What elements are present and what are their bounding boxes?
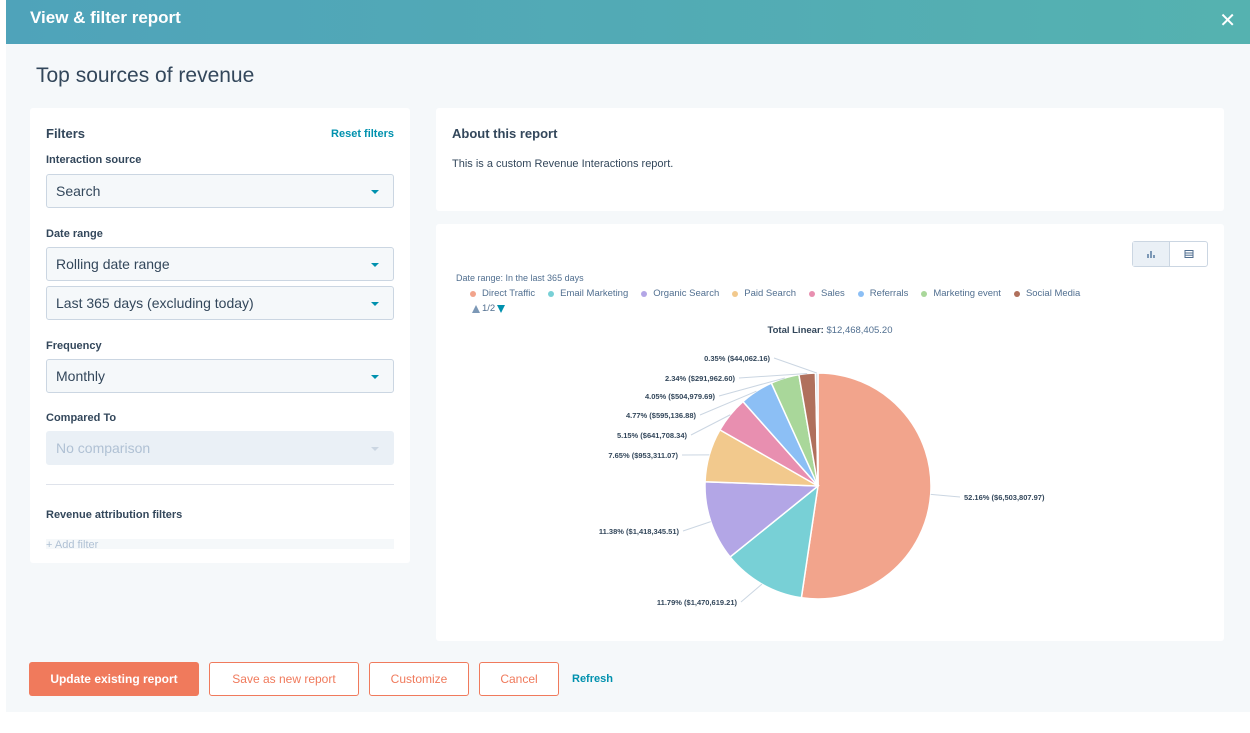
attribution-filters-label: Revenue attribution filters — [46, 509, 183, 521]
pie-leader-line — [690, 414, 731, 436]
chart-date-range: Date range: In the last 365 days — [456, 273, 584, 283]
pie-slice[interactable] — [704, 480, 821, 559]
about-description: This is a custom Revenue Interactions re… — [452, 158, 674, 170]
legend-label: Paid Search — [744, 288, 797, 299]
previous-page-icon[interactable] — [472, 304, 480, 313]
pie-leader-line — [740, 583, 763, 603]
filters-panel: Filters Reset filters Interaction source… — [30, 108, 410, 563]
close-icon[interactable]: ✕ — [1219, 10, 1236, 32]
pie-data-label: 11.79% ($1,470,619.21) — [657, 598, 738, 607]
customize-button[interactable]: Customize — [369, 662, 469, 696]
compared-to-value: No comparison — [56, 440, 151, 456]
legend-label: Organic Search — [653, 288, 720, 299]
legend-label: Direct Traffic — [482, 288, 536, 299]
pie-data-label: 7.65% ($953,311.07) — [608, 451, 678, 460]
pie-data-label: 52.16% ($6,503,807.97) — [964, 493, 1045, 502]
chart-card: Date range: In the last 365 days Direct … — [436, 224, 1224, 641]
add-filter-button[interactable]: + Add filter — [46, 539, 394, 549]
chart-view-button[interactable] — [1133, 242, 1171, 266]
save-as-new-button[interactable]: Save as new report — [209, 662, 359, 696]
pie-data-label: 4.77% ($595,136.88) — [626, 411, 697, 420]
chevron-down-icon — [371, 447, 379, 451]
pie-data-label: 5.15% ($641,708.34) — [617, 431, 688, 440]
interaction-source-select[interactable]: Search — [46, 174, 394, 208]
chevron-down-icon — [371, 302, 379, 306]
legend-item[interactable]: Email Marketing — [548, 288, 628, 299]
chart-icon — [1147, 251, 1155, 258]
legend-item[interactable]: Sales — [809, 288, 845, 299]
legend-label: Marketing event — [933, 288, 1001, 299]
filters-divider — [46, 484, 394, 485]
pie-data-label: 0.35% ($44,062.16) — [704, 354, 770, 363]
chevron-down-icon — [371, 190, 379, 194]
pie-leader-line — [738, 373, 808, 379]
total-value: $12,468,405.20 — [826, 325, 893, 336]
update-report-button[interactable]: Update existing report — [29, 662, 199, 696]
legend-swatch — [921, 290, 928, 297]
legend-item[interactable]: Marketing event — [921, 288, 1001, 299]
interaction-source-label: Interaction source — [46, 154, 142, 166]
pie-data-label: 4.05% ($504,979.69) — [645, 392, 716, 401]
cancel-button[interactable]: Cancel — [479, 662, 559, 696]
legend-swatch — [732, 290, 739, 297]
compared-to-select: No comparison — [46, 431, 394, 465]
pie-slice[interactable] — [729, 484, 820, 599]
legend-swatch — [641, 290, 648, 297]
chevron-down-icon — [371, 375, 379, 379]
chevron-down-icon — [371, 263, 379, 267]
frequency-label: Frequency — [46, 340, 102, 352]
legend-page-indicator: 1/2 — [482, 303, 496, 314]
legend-item[interactable]: Organic Search — [641, 288, 719, 299]
refresh-link[interactable]: Refresh — [572, 673, 613, 685]
legend-label: Referrals — [869, 288, 909, 299]
pie-leader-line — [930, 493, 961, 498]
legend-swatch — [857, 290, 864, 297]
date-range-type-select[interactable]: Rolling date range — [46, 247, 394, 281]
report-modal: View & filter report ✕ Top sources of re… — [6, 0, 1250, 712]
date-range-period-select[interactable]: Last 365 days (excluding today) — [46, 286, 394, 320]
legend-label: Email Marketing — [560, 288, 629, 299]
legend-pager: 1/2 — [472, 303, 506, 314]
legend-item[interactable]: Social Media — [1013, 288, 1081, 299]
filters-title: Filters — [46, 126, 86, 141]
frequency-select[interactable]: Monthly — [46, 359, 394, 393]
pie-data-label: 11.38% ($1,418,345.51) — [599, 527, 680, 536]
modal-title: View & filter report — [30, 8, 181, 27]
legend-item[interactable]: Referrals — [857, 288, 909, 299]
modal-header: View & filter report ✕ — [6, 0, 1250, 44]
chart-legend: Direct Traffic Email Marketing Organic Sea… — [470, 288, 1093, 299]
legend-item[interactable]: Paid Search — [732, 288, 796, 299]
legend-swatch — [809, 290, 816, 297]
pie-leader-line — [773, 357, 817, 374]
date-range-label: Date range — [46, 228, 103, 240]
pie-leader-line — [682, 521, 711, 532]
legend-swatch — [1013, 290, 1020, 297]
chart-total: Total Linear: $12,468,405.20 — [436, 325, 1224, 336]
legend-label: Sales — [821, 288, 845, 299]
view-toggle — [1132, 241, 1208, 267]
pie-leader-line — [718, 377, 785, 397]
page-title: Top sources of revenue — [36, 64, 255, 87]
legend-swatch — [548, 290, 555, 297]
legend-label: Social Media — [1025, 288, 1081, 299]
compared-to-label: Compared To — [46, 412, 117, 424]
pie-data-label: 2.34% ($291,962.60) — [665, 374, 736, 383]
pie-chart: 52.16% ($6,503,807.97) 11.79% ($1,470,619… — [599, 354, 1045, 607]
pie-slice[interactable] — [800, 372, 932, 600]
next-page-icon[interactable] — [497, 304, 506, 313]
frequency-value: Monthly — [56, 368, 106, 384]
table-icon — [1184, 250, 1193, 258]
date-range-type-value: Rolling date range — [56, 256, 170, 272]
about-report-card: About this report This is a custom Reven… — [436, 108, 1224, 211]
total-label: Total Linear: — [767, 325, 824, 336]
reset-filters-link[interactable]: Reset filters — [331, 128, 394, 140]
about-title: About this report — [452, 126, 558, 141]
legend-swatch — [470, 290, 476, 297]
pie-leader-line — [699, 390, 757, 416]
interaction-source-value: Search — [56, 183, 101, 199]
table-view-button[interactable] — [1170, 242, 1207, 266]
legend-item[interactable]: Direct Traffic — [470, 288, 535, 299]
date-range-period-value: Last 365 days (excluding today) — [56, 295, 254, 311]
